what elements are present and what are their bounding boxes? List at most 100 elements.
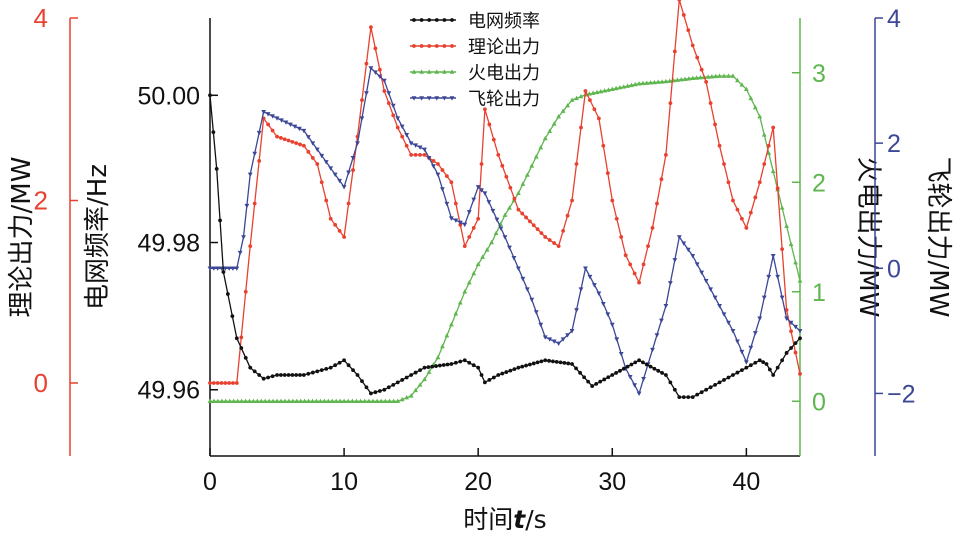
data-point <box>686 76 692 81</box>
data-point <box>618 368 622 373</box>
data-point <box>709 74 715 79</box>
data-point <box>211 398 217 404</box>
data-point <box>426 96 432 101</box>
data-point <box>333 222 338 227</box>
data-point <box>418 152 422 157</box>
data-point <box>610 198 615 203</box>
flywheel-tick-label: 4 <box>887 5 901 33</box>
data-point <box>244 203 250 209</box>
data-point <box>436 162 440 166</box>
data-point <box>321 398 327 404</box>
data-point <box>677 0 682 2</box>
data-point <box>422 376 427 382</box>
data-point <box>699 270 705 276</box>
theoretical-tick-label: 4 <box>34 3 48 33</box>
data-point <box>457 300 463 305</box>
data-point <box>789 329 793 334</box>
data-point <box>547 337 553 342</box>
data-point <box>779 295 785 301</box>
data-point <box>399 124 405 130</box>
x-tick-label: 0 <box>203 468 217 496</box>
data-point <box>475 185 481 190</box>
data-point <box>504 174 509 179</box>
data-point <box>346 363 351 368</box>
data-point <box>735 77 740 83</box>
data-point <box>561 229 566 233</box>
data-point <box>678 77 684 82</box>
series-line <box>210 66 801 396</box>
data-point <box>227 381 232 385</box>
data-point <box>762 162 767 166</box>
data-point <box>629 82 634 88</box>
data-point <box>395 125 400 130</box>
data-point <box>430 364 435 369</box>
data-point <box>324 366 329 371</box>
data-point <box>310 156 315 160</box>
data-point <box>444 332 450 338</box>
data-point <box>650 225 655 230</box>
data-point <box>231 381 235 385</box>
data-point <box>621 366 626 371</box>
data-point <box>652 79 657 85</box>
data-point <box>234 266 240 271</box>
data-point <box>453 311 459 316</box>
data-point <box>543 358 548 363</box>
data-point <box>767 367 772 372</box>
data-point <box>354 398 359 404</box>
data-point <box>368 66 374 71</box>
data-point <box>434 96 440 101</box>
data-point <box>434 69 440 74</box>
data-point <box>482 380 487 385</box>
data-point <box>566 361 571 366</box>
data-point <box>247 172 253 178</box>
data-point <box>504 370 509 374</box>
data-point <box>211 381 216 385</box>
thermal-axis-title: 火电出力/MW <box>853 157 883 318</box>
data-point <box>713 122 717 127</box>
data-point <box>601 143 606 148</box>
data-point <box>625 83 630 88</box>
data-point <box>341 398 347 404</box>
data-point <box>225 292 230 296</box>
data-point <box>668 101 673 106</box>
data-point <box>298 142 302 147</box>
data-point <box>694 75 699 80</box>
data-point <box>239 335 244 340</box>
data-point <box>667 78 673 83</box>
data-point <box>215 381 220 385</box>
data-point <box>215 266 221 271</box>
data-point <box>632 271 637 276</box>
data-point <box>219 381 224 385</box>
data-point <box>644 362 649 367</box>
data-point <box>516 266 521 271</box>
data-point <box>697 74 703 80</box>
data-point <box>471 363 476 368</box>
data-point <box>445 362 450 367</box>
data-point <box>374 398 380 404</box>
data-point <box>440 168 445 172</box>
data-point <box>650 347 655 353</box>
data-point <box>377 389 382 393</box>
data-point <box>479 162 484 166</box>
data-point <box>234 381 239 385</box>
data-point <box>369 391 373 396</box>
data-point <box>381 78 387 84</box>
data-point <box>618 352 624 357</box>
data-point <box>426 365 431 370</box>
data-point <box>257 159 262 163</box>
data-point <box>351 168 355 172</box>
data-point <box>471 270 477 276</box>
data-point <box>552 241 557 245</box>
data-point <box>605 312 611 317</box>
data-point <box>449 180 454 185</box>
data-point <box>775 365 780 370</box>
data-point <box>404 395 410 400</box>
theoretical-tick-label: 2 <box>34 186 48 216</box>
flywheel-tick-label: 2 <box>887 130 901 158</box>
data-point <box>319 368 324 373</box>
data-point <box>757 358 762 363</box>
data-point <box>448 322 454 327</box>
data-point <box>422 147 427 152</box>
data-point <box>306 149 311 154</box>
